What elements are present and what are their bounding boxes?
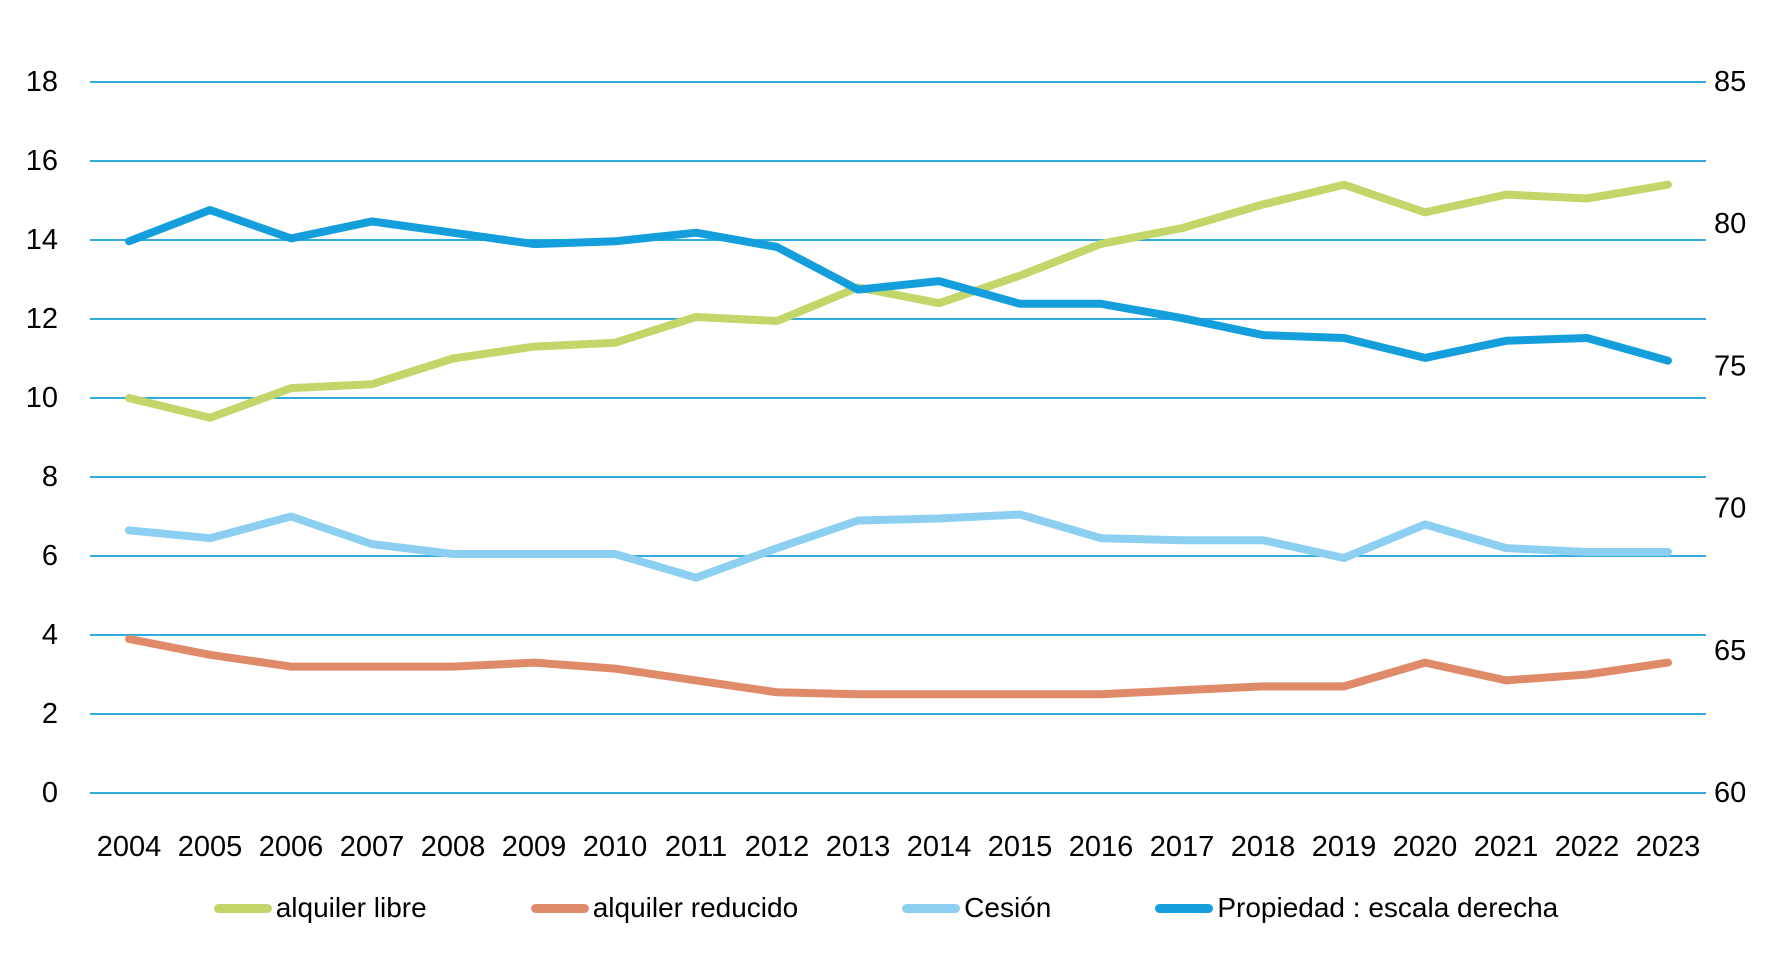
- x-axis-tick-label-2022: 2022: [1555, 831, 1620, 863]
- series-line-alquiler-libre: [125, 180, 1672, 422]
- x-axis-tick-label-2010: 2010: [583, 831, 648, 863]
- legend-label-cesi-n: Cesión: [964, 892, 1052, 923]
- x-axis-tick-label-2013: 2013: [826, 831, 891, 863]
- series-line-cesi-n: [125, 510, 1672, 582]
- y-axis-right-tick-label: 75: [1714, 350, 1746, 382]
- legend-label-alquiler-libre: alquiler libre: [275, 892, 427, 923]
- y-axis-left-tick-label: 12: [26, 303, 58, 335]
- x-axis-tick-label-2011: 2011: [665, 831, 727, 863]
- y-axis-left-tick-label: 16: [26, 145, 58, 177]
- y-axis-left-tick-label: 18: [26, 66, 58, 98]
- y-axis-left-tick-label: 10: [26, 382, 58, 414]
- x-axis-tick-label-2009: 2009: [502, 831, 567, 863]
- x-axis-tick-label-2012: 2012: [745, 831, 810, 863]
- x-axis-tick-label-2023: 2023: [1636, 831, 1701, 863]
- legend-swatch-cesi-n: [902, 903, 961, 913]
- legend-label-alquiler-reducido: alquiler reducido: [592, 892, 799, 923]
- legend-swatch-alquiler-reducido: [530, 903, 589, 913]
- y-axis-right-tick-label: 70: [1714, 493, 1746, 525]
- gridlines: [90, 81, 1706, 794]
- x-axis: 2004 2005 2006 2007 2008 2009 2010 2011 2012 2013…: [97, 831, 1701, 863]
- y-axis-left-tick-label: 2: [42, 698, 58, 730]
- x-axis-tick-label-2008: 2008: [421, 831, 486, 863]
- series-line-propiedad-escala-derecha: [125, 206, 1672, 365]
- y-axis-right-tick-label: 85: [1714, 66, 1746, 98]
- legend-item-cesi-n: Cesión: [902, 894, 1051, 922]
- x-axis-tick-label-2006: 2006: [259, 831, 324, 863]
- y-axis-left-tick-label: 0: [42, 777, 58, 809]
- x-axis-tick-label-2015: 2015: [988, 831, 1053, 863]
- x-axis-tick-label-2021: 2021: [1474, 831, 1539, 863]
- legend-item-propiedad-escala-derecha: Propiedad : escala derecha: [1155, 894, 1558, 922]
- x-axis-tick-label-2017: 2017: [1150, 831, 1215, 863]
- y-axis-right-tick-label: 65: [1714, 635, 1746, 667]
- legend-item-alquiler-reducido: alquiler reducido: [530, 892, 799, 923]
- y-axis-left: 0 2 4 6 8 10 12 14 16 18: [26, 66, 58, 809]
- x-axis-tick-label-2016: 2016: [1069, 831, 1134, 863]
- y-axis-left-tick-label: 8: [42, 461, 58, 493]
- x-axis-tick-label-2004: 2004: [97, 831, 162, 863]
- y-axis-left-tick-label: 6: [42, 540, 58, 572]
- x-axis-tick-label-2019: 2019: [1312, 831, 1377, 863]
- legend-swatch-propiedad-escala-derecha: [1155, 903, 1214, 913]
- legend-item-alquiler-libre: alquiler libre: [213, 892, 427, 923]
- legend: alquiler libre alquiler reducido Cesión Pro…: [0, 894, 1772, 922]
- y-axis-right-tick-label: 60: [1714, 777, 1746, 809]
- series-lines: [125, 180, 1672, 699]
- y-axis-left-tick-label: 14: [26, 224, 58, 256]
- x-axis-tick-label-2014: 2014: [907, 831, 972, 863]
- x-axis-tick-label-2020: 2020: [1393, 831, 1458, 863]
- x-axis-tick-label-2018: 2018: [1231, 831, 1296, 863]
- legend-label-propiedad-escala-derecha: Propiedad : escala derecha: [1217, 892, 1559, 923]
- y-axis-right-tick-label: 80: [1714, 208, 1746, 240]
- legend-swatch-alquiler-libre: [213, 903, 272, 913]
- y-axis-right: 60 65 70 75 80 85: [1714, 66, 1746, 809]
- series-line-alquiler-reducido: [125, 635, 1672, 699]
- x-axis-tick-label-2007: 2007: [340, 831, 405, 863]
- x-axis-tick-label-2005: 2005: [178, 831, 243, 863]
- y-axis-left-tick-label: 4: [42, 619, 58, 651]
